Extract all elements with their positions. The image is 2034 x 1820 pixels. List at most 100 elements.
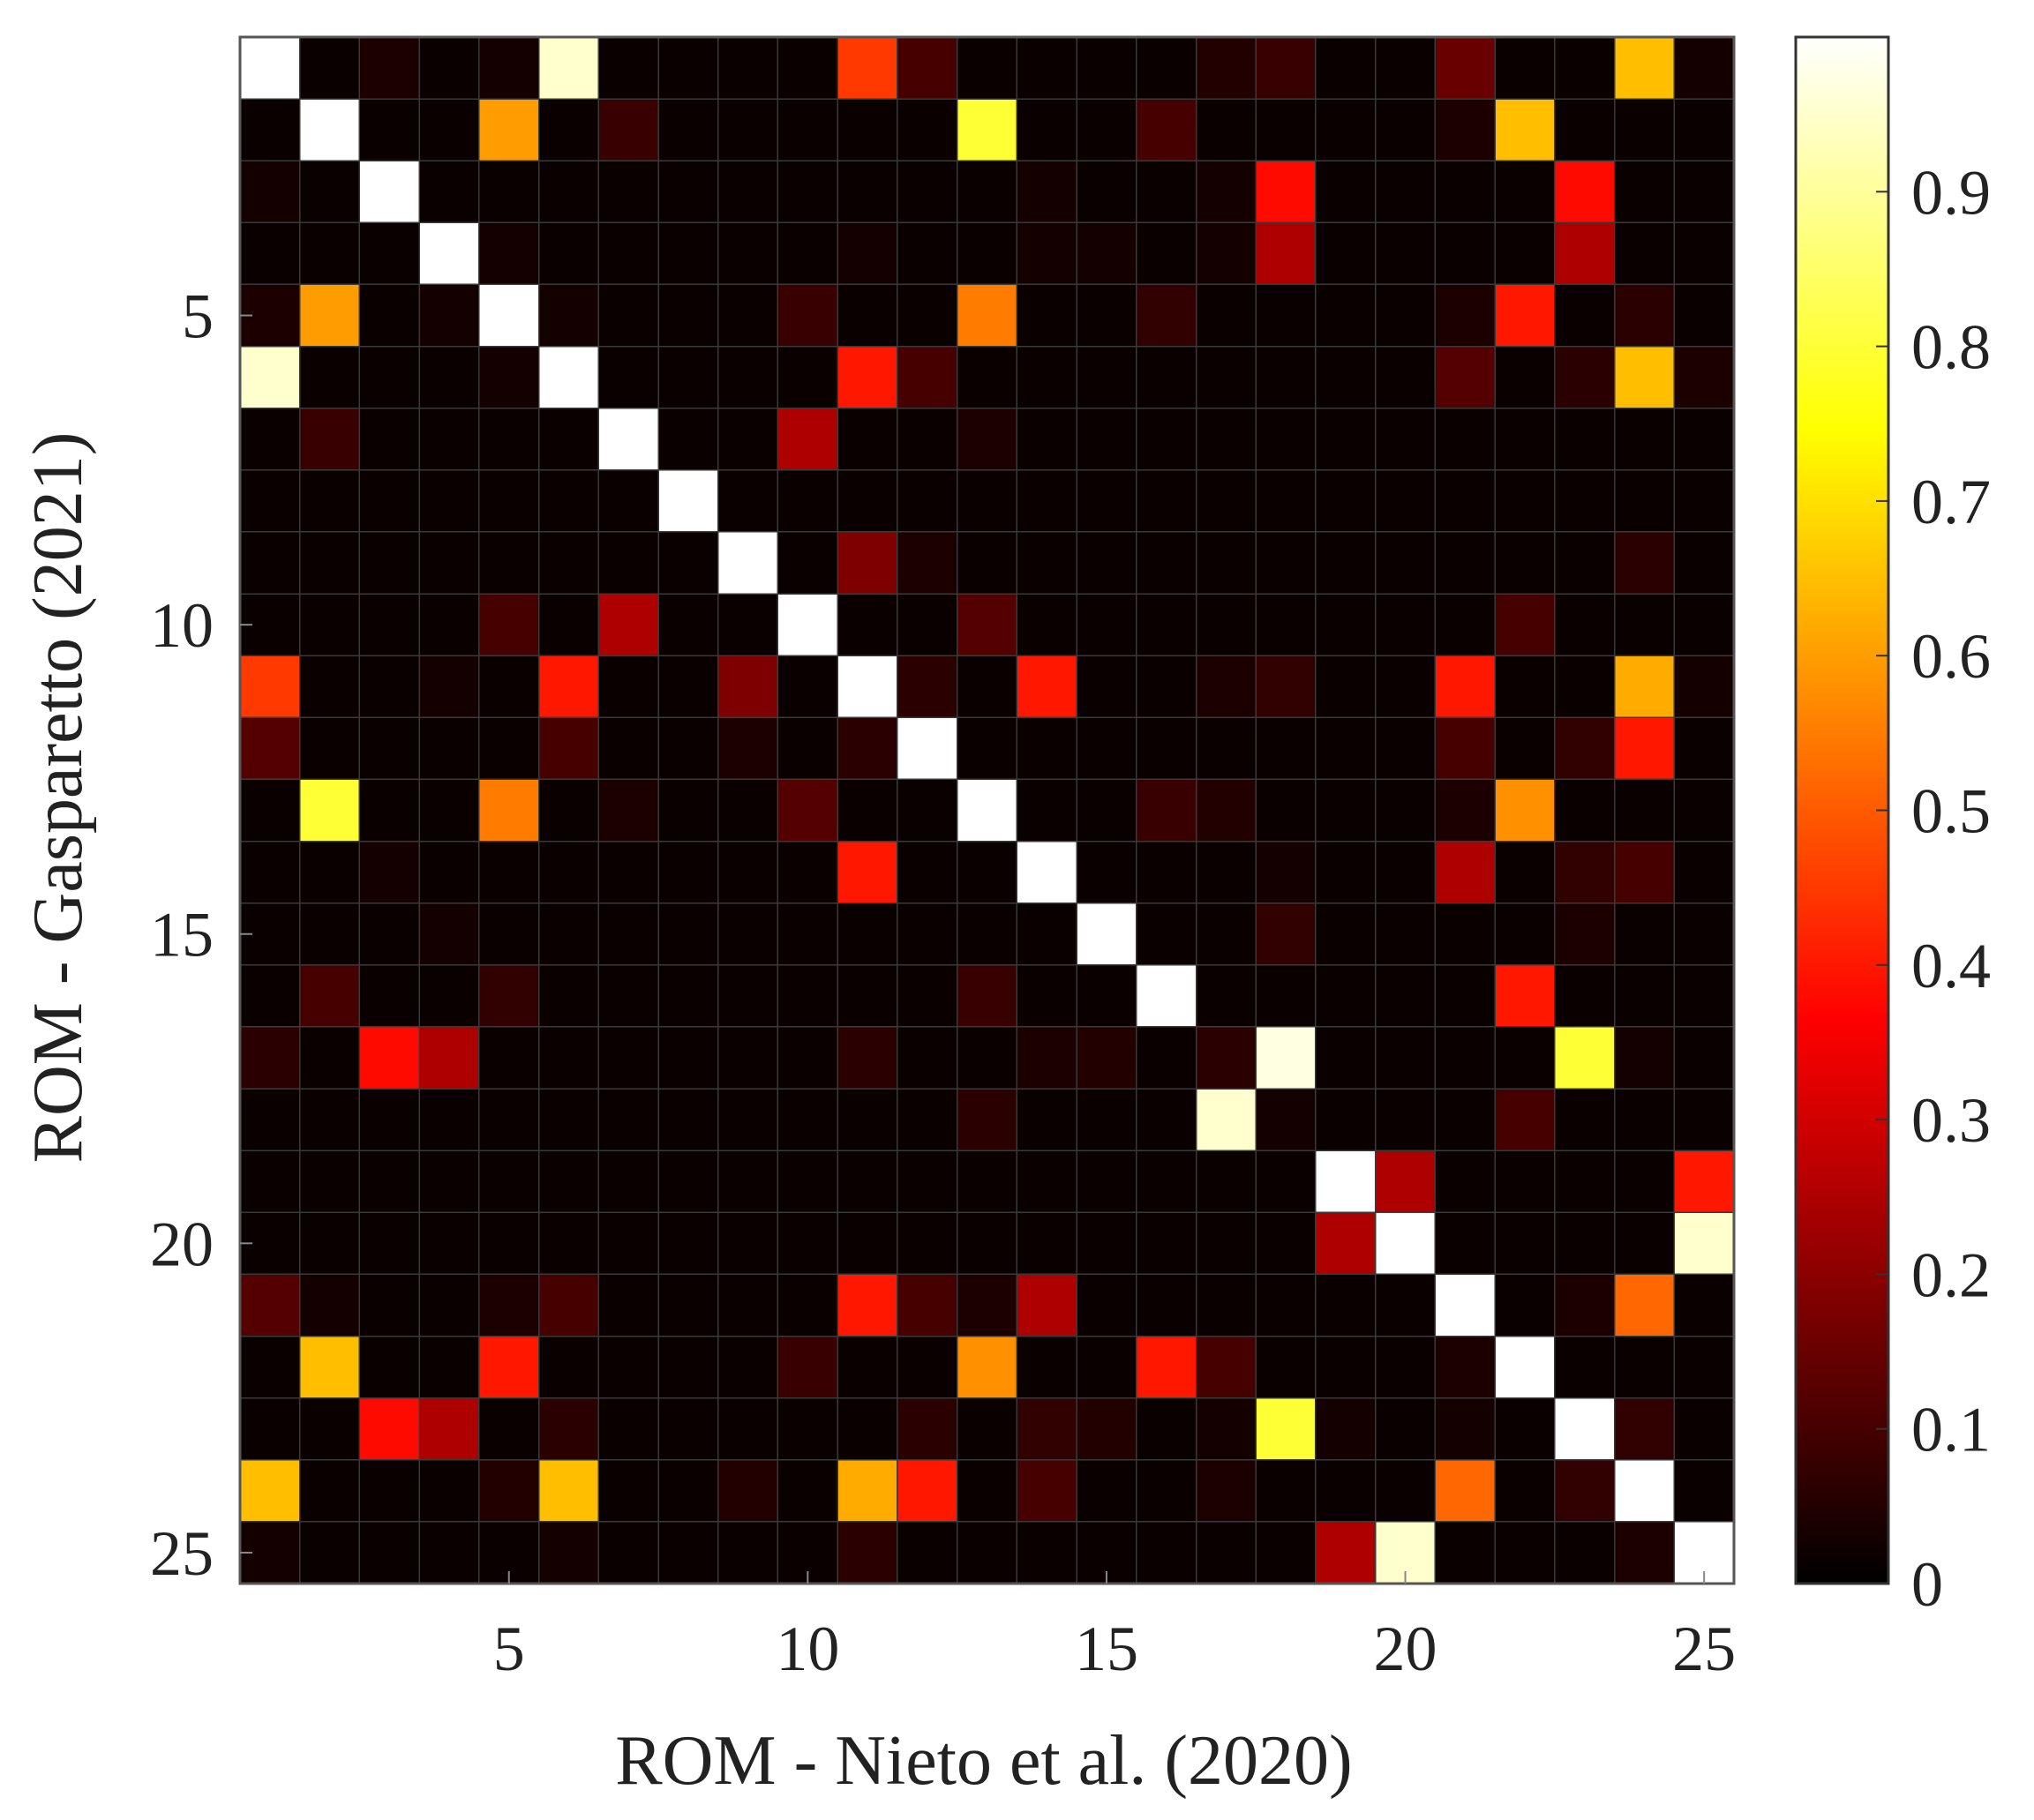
heatmap-cell <box>1495 964 1555 1027</box>
heatmap-cell <box>1017 161 1077 223</box>
heatmap-cell <box>957 99 1017 161</box>
heatmap-cell <box>1375 1150 1436 1213</box>
heatmap-cell <box>1495 284 1555 347</box>
heatmap-cell <box>299 408 360 470</box>
heatmap-cell <box>1674 1212 1734 1275</box>
heatmap-cell <box>1017 1459 1077 1522</box>
heatmap-cell <box>1077 1026 1137 1090</box>
colorbar-gradient <box>1794 35 1890 1585</box>
heatmap-cell <box>1017 655 1077 718</box>
heatmap-cell <box>897 1274 957 1337</box>
heatmap-cell <box>1614 284 1675 347</box>
heatmap-cell <box>419 1397 479 1460</box>
heatmap-cell <box>837 1459 897 1522</box>
heatmap-cell <box>837 37 897 100</box>
heatmap-cell <box>1196 161 1257 223</box>
heatmap-cell <box>1375 1212 1436 1275</box>
heatmap-cell <box>777 284 838 347</box>
heatmap-cell <box>957 284 1017 347</box>
heatmap-cell <box>837 346 897 408</box>
heatmap-cell <box>777 1336 838 1398</box>
x-axis-ticks: 5 10 15 20 25 <box>493 1571 1736 1684</box>
heatmap-cell <box>1554 346 1615 408</box>
heatmap-cell <box>1435 655 1496 718</box>
heatmap-cell <box>897 717 957 780</box>
heatmap-cell <box>1196 1459 1257 1522</box>
heatmap-cell <box>1256 1089 1316 1151</box>
heatmap-cell <box>957 408 1017 470</box>
heatmap-cell <box>1136 779 1197 842</box>
heatmap-cell <box>538 37 599 100</box>
heatmap-cell <box>538 346 599 408</box>
heatmap-cell <box>598 99 659 161</box>
heatmap-cell <box>1674 37 1734 100</box>
heatmap-cell <box>957 779 1017 842</box>
heatmap-cell <box>957 1336 1017 1398</box>
heatmap-cell <box>299 284 360 347</box>
colorbar-tick-label: 0.3 <box>1911 1085 1991 1156</box>
heatmap-cell <box>1435 779 1496 842</box>
heatmap-cell <box>1196 222 1257 285</box>
heatmap-cell <box>478 779 539 842</box>
heatmap-cell <box>1136 99 1197 161</box>
heatmap-cell <box>359 1026 420 1090</box>
heatmap-cell <box>897 346 957 408</box>
heatmap-cell <box>478 346 539 408</box>
heatmap-cell <box>1196 779 1257 842</box>
heatmap-cell <box>1196 1397 1257 1460</box>
heatmap-cell <box>1554 1397 1615 1460</box>
heatmap-cell <box>1554 161 1615 223</box>
heatmap-cell <box>1435 1274 1496 1337</box>
heatmap-cell <box>240 37 300 100</box>
heatmap-cell <box>240 1026 300 1090</box>
heatmap-cell <box>1435 717 1496 780</box>
heatmap-cell <box>1256 655 1316 718</box>
colorbar-tick-label: 0 <box>1911 1549 1943 1620</box>
heatmap-cell <box>1435 1397 1496 1460</box>
heatmap-cell <box>598 408 659 470</box>
heatmap-cell <box>777 594 838 656</box>
heatmap-cell <box>1077 222 1137 285</box>
heatmap-cell <box>1435 346 1496 408</box>
heatmap-cell <box>1495 1089 1555 1151</box>
heatmap-cell <box>1495 594 1555 656</box>
heatmap-cell <box>1315 1521 1376 1584</box>
heatmap-cell <box>1614 1459 1675 1522</box>
heatmap-cell <box>1554 903 1615 965</box>
heatmap-cell <box>1614 841 1675 903</box>
heatmap-cell <box>1435 99 1496 161</box>
heatmap-cell <box>717 1459 778 1522</box>
y-tick-label: 10 <box>150 590 214 661</box>
heatmap-cell <box>1554 222 1615 285</box>
heatmap-cell <box>1315 1212 1376 1275</box>
heatmap-cell <box>957 1274 1017 1337</box>
heatmap-cell <box>897 1459 957 1522</box>
heatmap-cell <box>837 841 897 903</box>
colorbar-tick-label: 0.5 <box>1911 776 1991 847</box>
y-tick-label: 15 <box>150 900 214 970</box>
heatmap-cell <box>478 1336 539 1398</box>
heatmap-cell <box>359 1397 420 1460</box>
colorbar <box>1794 35 1890 1585</box>
heatmap-cell <box>1614 655 1675 718</box>
plot-area <box>238 35 1736 1585</box>
heatmap-cell <box>1554 1459 1615 1522</box>
heatmap-cell <box>837 655 897 718</box>
heatmap-cell <box>1017 1026 1077 1090</box>
x-tick-label: 20 <box>1374 1614 1437 1684</box>
heatmap-cell <box>1674 1150 1734 1213</box>
heatmap-cell <box>538 1521 599 1584</box>
heatmap-cell <box>1614 1026 1675 1090</box>
heatmap-cell <box>1256 903 1316 965</box>
heatmap-cell <box>897 531 957 595</box>
heatmap-cell <box>240 655 300 718</box>
heatmap-cell <box>837 1026 897 1090</box>
heatmap-cell <box>299 1336 360 1398</box>
heatmap-cell <box>717 655 778 718</box>
heatmap-cell <box>1435 841 1496 903</box>
heatmap-cell <box>957 1089 1017 1151</box>
y-axis-ticks: 5 10 15 20 25 <box>150 281 252 1589</box>
heatmap-cell <box>1196 1336 1257 1398</box>
heatmap-cell <box>1196 655 1257 718</box>
heatmap-cell <box>538 1397 599 1460</box>
